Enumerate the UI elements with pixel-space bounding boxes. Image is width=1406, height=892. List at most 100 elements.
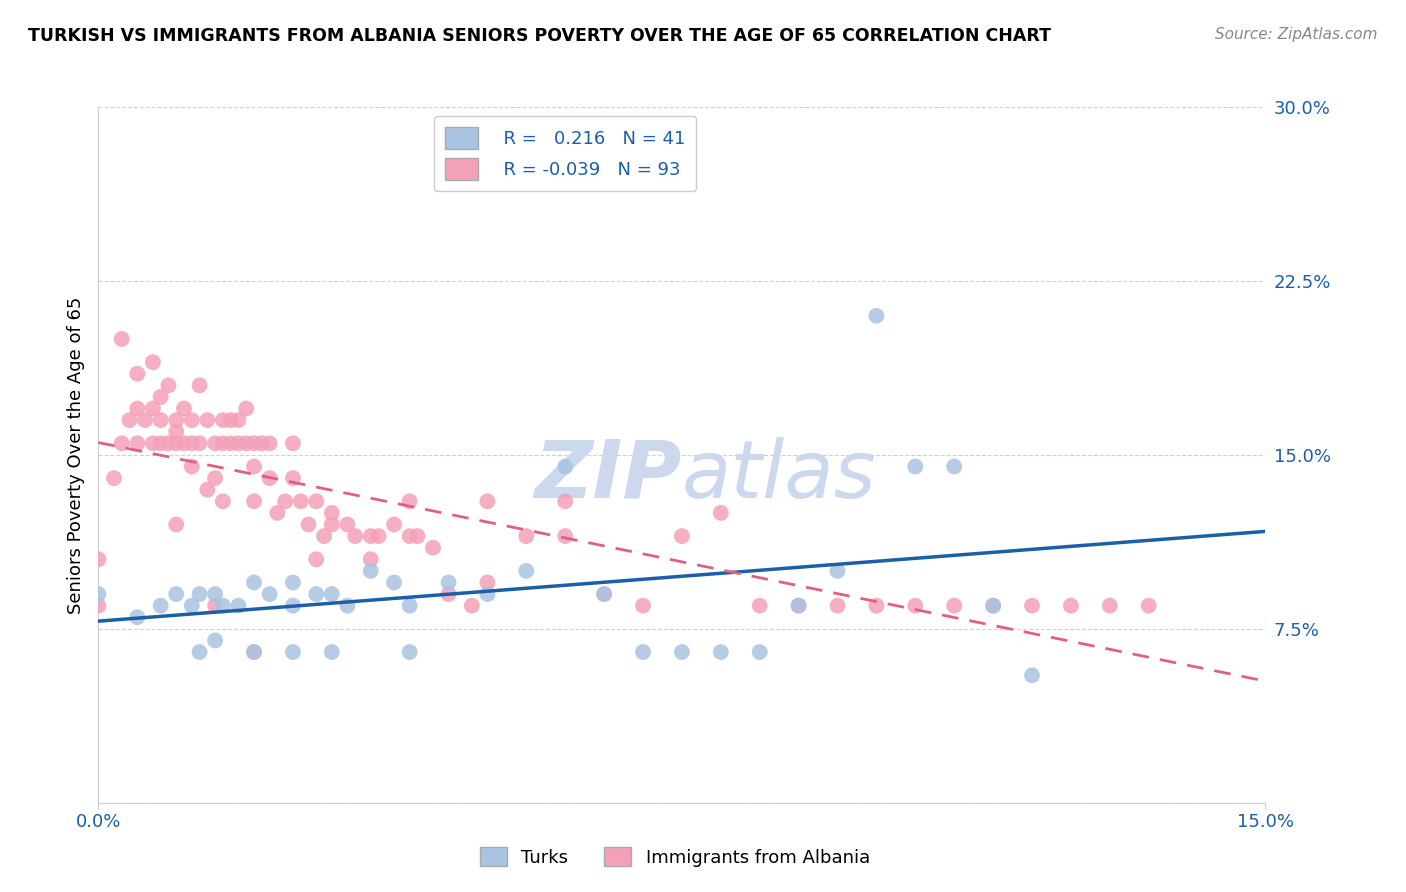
Point: [281, 645, 304, 659]
Point: [266, 506, 288, 520]
Point: [259, 436, 281, 450]
Point: [904, 459, 927, 474]
Point: [406, 529, 429, 543]
Point: [437, 575, 460, 590]
Point: [243, 645, 266, 659]
Point: [195, 413, 218, 427]
Point: [1060, 599, 1083, 613]
Point: [631, 645, 654, 659]
Point: [204, 599, 226, 613]
Point: [219, 413, 242, 427]
Point: [360, 564, 382, 578]
Point: [180, 599, 202, 613]
Point: [748, 599, 770, 613]
Point: [259, 587, 281, 601]
Point: [243, 436, 266, 450]
Point: [398, 599, 420, 613]
Point: [281, 436, 304, 450]
Point: [142, 401, 165, 416]
Point: [142, 355, 165, 369]
Point: [149, 599, 172, 613]
Point: [228, 599, 250, 613]
Point: [1021, 668, 1043, 682]
Point: [180, 459, 202, 474]
Point: [398, 645, 420, 659]
Point: [422, 541, 444, 555]
Point: [477, 575, 499, 590]
Point: [219, 436, 242, 450]
Point: [305, 494, 328, 508]
Point: [228, 436, 250, 450]
Point: [281, 575, 304, 590]
Point: [981, 599, 1004, 613]
Point: [477, 494, 499, 508]
Point: [228, 413, 250, 427]
Point: [250, 436, 273, 450]
Point: [710, 645, 733, 659]
Point: [554, 529, 576, 543]
Point: [188, 587, 211, 601]
Point: [118, 413, 141, 427]
Text: atlas: atlas: [682, 437, 877, 515]
Point: [477, 587, 499, 601]
Point: [243, 645, 266, 659]
Point: [593, 587, 616, 601]
Point: [281, 599, 304, 613]
Point: [398, 529, 420, 543]
Point: [515, 564, 537, 578]
Point: [336, 517, 359, 532]
Point: [142, 436, 165, 450]
Point: [321, 517, 343, 532]
Point: [382, 517, 405, 532]
Point: [149, 390, 172, 404]
Point: [1021, 599, 1043, 613]
Point: [173, 436, 195, 450]
Point: [127, 436, 149, 450]
Point: [943, 459, 966, 474]
Point: [437, 587, 460, 601]
Point: [173, 401, 195, 416]
Point: [204, 436, 226, 450]
Point: [188, 378, 211, 392]
Point: [127, 367, 149, 381]
Point: [180, 413, 202, 427]
Point: [259, 471, 281, 485]
Point: [87, 552, 110, 566]
Point: [212, 413, 235, 427]
Point: [281, 471, 304, 485]
Point: [243, 459, 266, 474]
Point: [180, 436, 202, 450]
Point: [336, 599, 359, 613]
Point: [981, 599, 1004, 613]
Point: [235, 436, 257, 450]
Point: [243, 575, 266, 590]
Point: [943, 599, 966, 613]
Text: ZIP: ZIP: [534, 437, 682, 515]
Point: [312, 529, 335, 543]
Point: [212, 436, 235, 450]
Point: [827, 564, 849, 578]
Point: [165, 587, 187, 601]
Point: [321, 587, 343, 601]
Point: [593, 587, 616, 601]
Point: [1098, 599, 1121, 613]
Point: [195, 483, 218, 497]
Point: [165, 413, 187, 427]
Point: [904, 599, 927, 613]
Point: [204, 471, 226, 485]
Point: [297, 517, 319, 532]
Point: [344, 529, 367, 543]
Point: [305, 552, 328, 566]
Point: [212, 494, 235, 508]
Legend:   R =   0.216   N = 41,   R = -0.039   N = 93: R = 0.216 N = 41, R = -0.039 N = 93: [434, 116, 696, 191]
Point: [149, 436, 172, 450]
Point: [188, 645, 211, 659]
Point: [235, 401, 257, 416]
Point: [243, 494, 266, 508]
Point: [204, 633, 226, 648]
Point: [367, 529, 389, 543]
Point: [787, 599, 810, 613]
Point: [360, 552, 382, 566]
Point: [671, 529, 693, 543]
Point: [710, 506, 733, 520]
